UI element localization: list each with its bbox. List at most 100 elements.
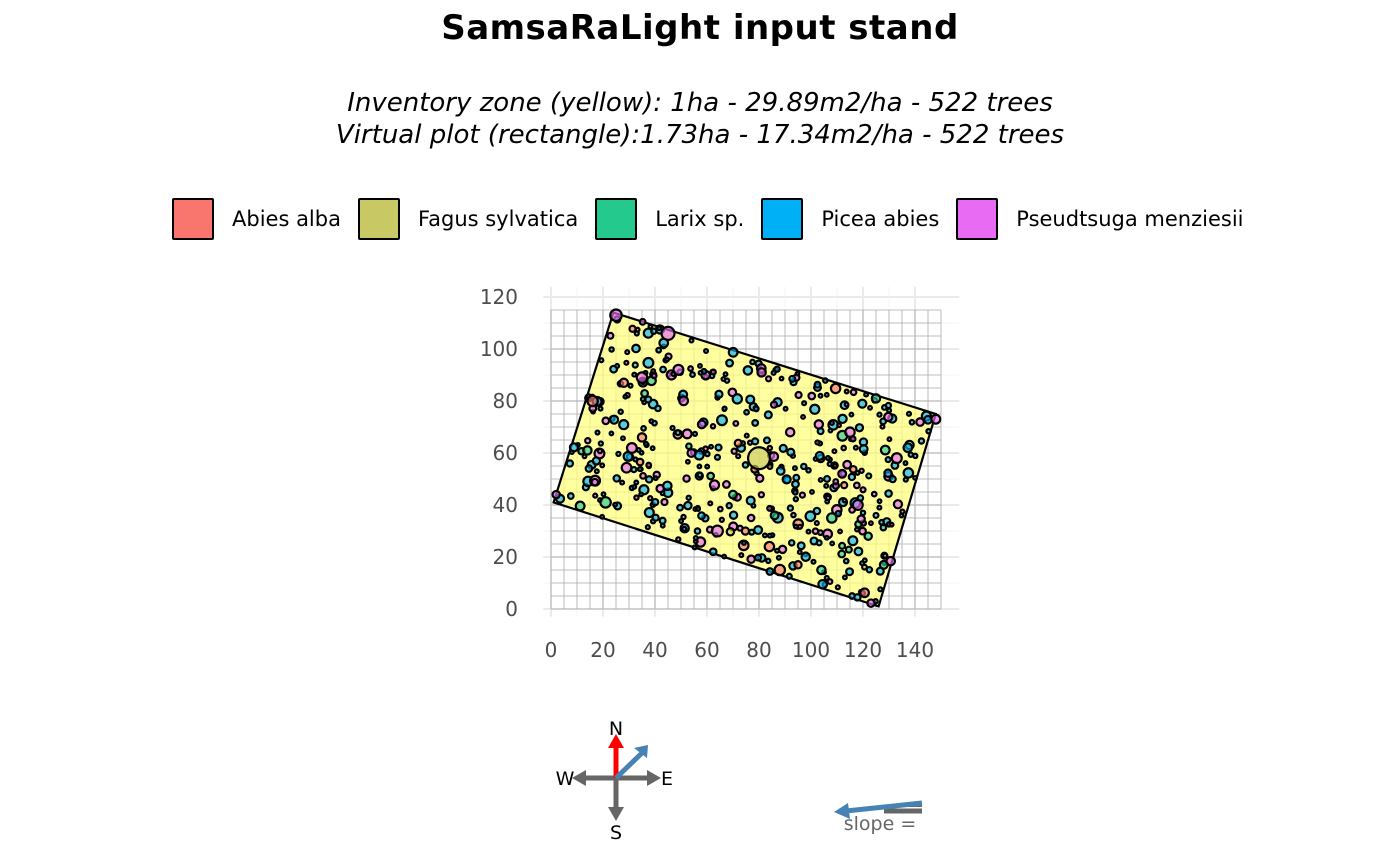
tree-point	[777, 544, 788, 555]
north-arrow-icon	[608, 734, 624, 748]
tree-point	[649, 445, 656, 452]
tree-point	[735, 453, 742, 460]
tree-point	[837, 468, 848, 479]
tree-point	[593, 468, 600, 475]
tree-point	[696, 419, 707, 430]
tree-point	[812, 506, 822, 516]
tree-point	[650, 497, 660, 507]
tree-point	[856, 514, 866, 524]
tree-point	[823, 482, 830, 489]
tree-point	[685, 494, 692, 501]
legend-swatch	[956, 198, 999, 240]
tree-point	[770, 369, 777, 376]
tree-point	[861, 557, 868, 564]
tree-point	[884, 489, 893, 498]
tree-point	[574, 500, 586, 512]
tree-point	[601, 416, 611, 426]
x-tick-label: 40	[642, 638, 667, 662]
tree-point	[877, 586, 884, 593]
x-tick-label: 0	[545, 638, 558, 662]
tree-point	[662, 480, 673, 492]
compass-label-w: W	[556, 768, 575, 790]
tree-point	[658, 516, 667, 525]
tree-point	[902, 442, 914, 454]
y-tick-label: 100	[480, 337, 518, 361]
tree-point	[881, 552, 889, 559]
tree-point	[852, 481, 861, 490]
tree-point	[628, 324, 637, 333]
tree-point	[859, 486, 867, 494]
tree-point	[643, 506, 655, 519]
tree-point	[652, 475, 659, 482]
y-tick-label: 0	[505, 597, 518, 621]
tree-point	[837, 528, 843, 535]
tree-point	[709, 423, 717, 430]
tree-point	[863, 531, 873, 541]
tree-point	[659, 365, 667, 374]
tree-point	[791, 465, 798, 472]
tree-point	[792, 495, 800, 503]
tree-point	[849, 388, 858, 397]
tree-point	[681, 525, 688, 533]
tree-point	[622, 393, 629, 400]
tree-point	[865, 565, 874, 574]
tree-point	[784, 426, 796, 438]
tree-point	[708, 547, 718, 557]
tree-point	[714, 389, 724, 399]
legend-label: Larix sp.	[655, 207, 745, 231]
tree-point	[600, 491, 607, 498]
tree-point	[888, 474, 897, 484]
x-tick-label: 20	[590, 638, 615, 662]
tree-point	[761, 532, 768, 539]
tree-point	[584, 437, 592, 445]
tree-point	[732, 419, 740, 427]
tree-point	[746, 554, 756, 564]
tree-point	[713, 453, 722, 461]
tree-point	[800, 462, 808, 471]
tree-point	[746, 446, 772, 471]
tree-point	[848, 464, 858, 474]
tree-point	[907, 451, 915, 458]
tree-point	[781, 474, 792, 485]
tree-point	[829, 420, 835, 427]
tree-point	[697, 362, 703, 369]
tree-point	[633, 494, 640, 501]
tree-point	[814, 439, 821, 446]
tree-point	[773, 365, 781, 373]
tree-point	[764, 375, 773, 383]
tree-point	[620, 435, 626, 442]
tree-point	[847, 472, 857, 482]
tree-point	[790, 511, 797, 519]
tree-point	[811, 527, 820, 535]
tree-point	[844, 545, 853, 554]
tree-point	[853, 593, 862, 602]
tree-point	[859, 587, 870, 599]
tree-point	[863, 391, 870, 398]
tree-point	[599, 462, 606, 469]
tree-point	[608, 346, 615, 353]
tree-point	[902, 476, 909, 483]
tree-point	[810, 558, 817, 565]
tree-point	[892, 499, 904, 510]
tree-point	[638, 491, 645, 498]
tree-point	[908, 418, 916, 426]
tree-point	[746, 513, 756, 523]
tree-point	[565, 459, 575, 468]
tree-point	[730, 447, 738, 455]
tree-point	[743, 432, 750, 439]
trees-layer	[551, 308, 942, 608]
tree-point	[822, 377, 829, 384]
tree-point	[879, 423, 886, 430]
tree-point	[696, 471, 704, 479]
tree-point	[792, 489, 799, 496]
tree-point	[655, 346, 663, 354]
tree-point	[642, 356, 655, 369]
tree-point	[741, 540, 747, 546]
legend-item-pseudtsuga-menziesii: Pseudtsuga menziesii	[956, 198, 1244, 240]
compass-arrow-west	[572, 770, 586, 786]
tree-point	[766, 444, 774, 452]
tree-point	[707, 500, 714, 507]
tree-point	[796, 549, 803, 556]
tree-point	[842, 459, 853, 470]
tree-point	[731, 393, 744, 405]
